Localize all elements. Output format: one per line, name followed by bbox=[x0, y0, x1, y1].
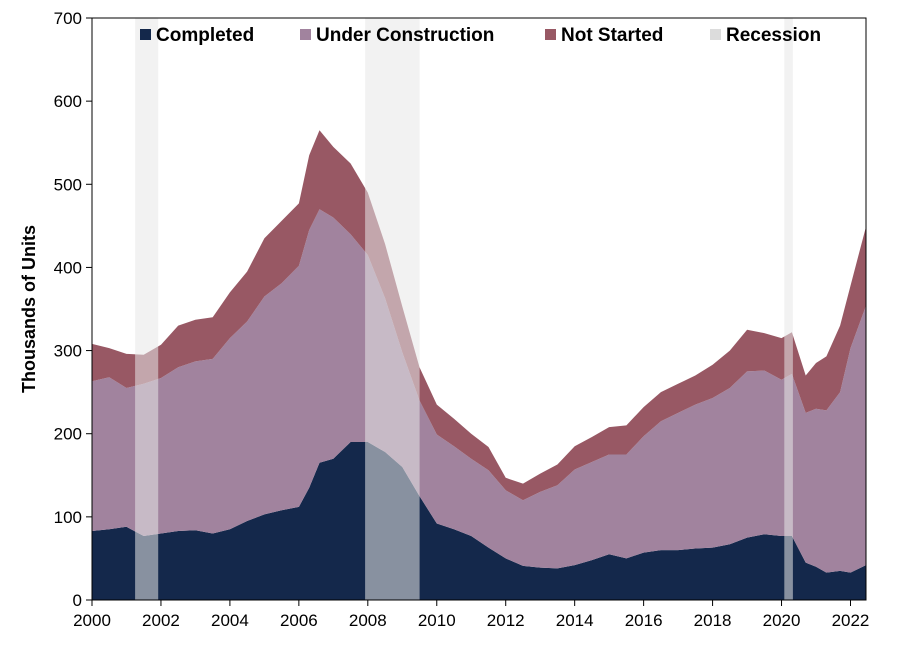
x-axis: 2000 2002 2004 2006 2008 2010 2012 2014 2016 2018… bbox=[73, 600, 869, 630]
series-areas bbox=[92, 130, 866, 600]
x-tick-label: 2014 bbox=[556, 611, 594, 630]
x-tick-label: 2012 bbox=[487, 611, 525, 630]
legend-swatch-completed bbox=[140, 29, 151, 40]
recession-bands bbox=[135, 18, 793, 600]
x-tick-label: 2020 bbox=[763, 611, 801, 630]
y-tick-label: 100 bbox=[54, 508, 82, 527]
legend-swatch-recession bbox=[710, 29, 721, 40]
legend-label-under-construction: Under Construction bbox=[316, 25, 494, 46]
legend-swatch-not-started bbox=[545, 29, 556, 40]
y-tick-label: 600 bbox=[54, 92, 82, 111]
recession-band-3 bbox=[784, 18, 793, 600]
y-axis: 0 100 200 300 400 500 600 700 bbox=[54, 9, 92, 610]
x-tick-label: 2004 bbox=[211, 611, 249, 630]
area-under-construction bbox=[92, 209, 866, 573]
x-tick-label: 2002 bbox=[142, 611, 180, 630]
area-not-started bbox=[92, 130, 866, 501]
area-completed bbox=[92, 442, 866, 600]
recession-band-1 bbox=[135, 18, 159, 600]
y-tick-label: 200 bbox=[54, 425, 82, 444]
y-tick-label: 500 bbox=[54, 175, 82, 194]
y-tick-label: 0 bbox=[73, 591, 82, 610]
x-tick-label: 2006 bbox=[280, 611, 318, 630]
legend: Completed Under Construction Not Started Re… bbox=[140, 25, 821, 46]
x-tick-label: 2010 bbox=[418, 611, 456, 630]
y-tick-label: 700 bbox=[54, 9, 82, 28]
legend-label-completed: Completed bbox=[156, 25, 254, 46]
recession-band-2 bbox=[365, 18, 420, 600]
x-tick-label: 2000 bbox=[73, 611, 111, 630]
legend-label-not-started: Not Started bbox=[561, 25, 663, 46]
legend-label-recession: Recession bbox=[726, 25, 821, 46]
y-tick-label: 300 bbox=[54, 342, 82, 361]
x-tick-label: 2022 bbox=[832, 611, 870, 630]
legend-swatch-under-construction bbox=[300, 29, 311, 40]
y-axis-title: Thousands of Units bbox=[19, 225, 39, 393]
x-tick-label: 2008 bbox=[349, 611, 387, 630]
y-tick-label: 400 bbox=[54, 258, 82, 277]
x-tick-label: 2018 bbox=[694, 611, 732, 630]
plot-frame bbox=[91, 17, 867, 601]
x-tick-label: 2016 bbox=[625, 611, 663, 630]
